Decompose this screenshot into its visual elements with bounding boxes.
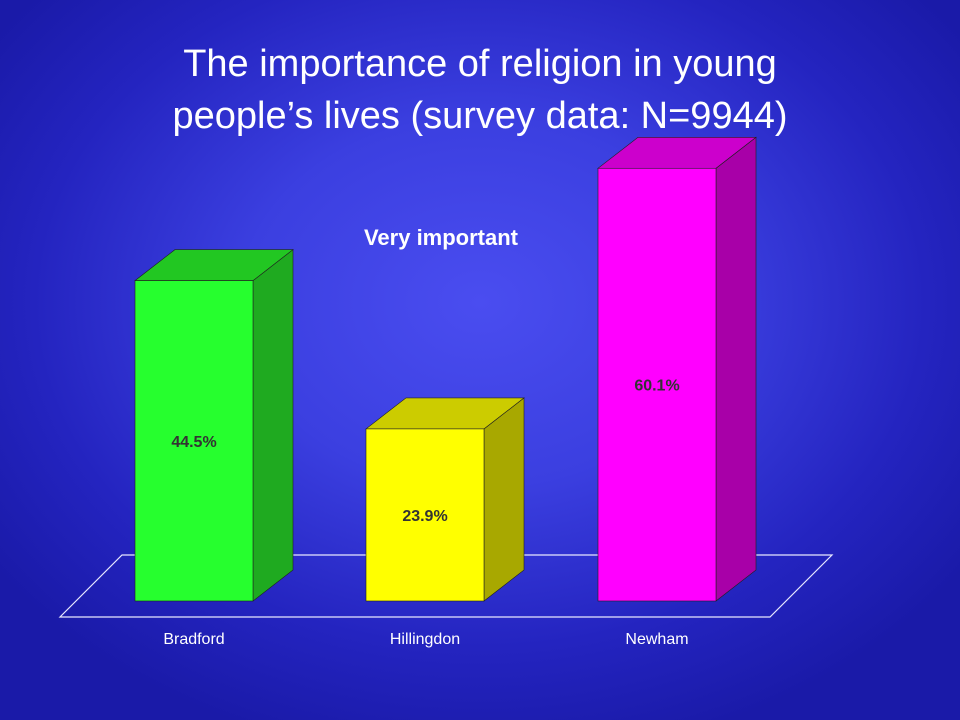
bar-hillingdon-side	[483, 397, 525, 602]
category-label-newham: Newham	[625, 631, 688, 648]
data-label-newham: 60.1%	[634, 378, 679, 395]
chart-title: Very important	[364, 225, 519, 250]
data-label-hillingdon: 23.9%	[402, 508, 447, 525]
x-axis-labels: Bradford Hillingdon Newham	[163, 631, 688, 648]
category-label-hillingdon: Hillingdon	[390, 631, 460, 648]
category-label-bradford: Bradford	[163, 631, 224, 648]
bar-newham-side	[715, 136, 757, 602]
bars-group: 44.5% 23.9% 60.1%	[134, 136, 757, 602]
bar-bradford-side	[252, 248, 294, 602]
bar-bradford	[134, 248, 294, 602]
bar-bradford-front	[134, 280, 254, 602]
bar-hillingdon	[365, 397, 525, 602]
slide-title: The importance of religion in young peop…	[80, 38, 880, 142]
chart-floor	[58, 554, 834, 618]
title-line-1: The importance of religion in young	[183, 43, 777, 85]
data-label-bradford: 44.5%	[171, 434, 216, 451]
title-line-2: people’s lives (survey data: N=9944)	[172, 95, 788, 137]
bar-hillingdon-front	[365, 428, 485, 602]
bar-newham	[597, 136, 757, 602]
bar-newham-front	[597, 167, 717, 602]
